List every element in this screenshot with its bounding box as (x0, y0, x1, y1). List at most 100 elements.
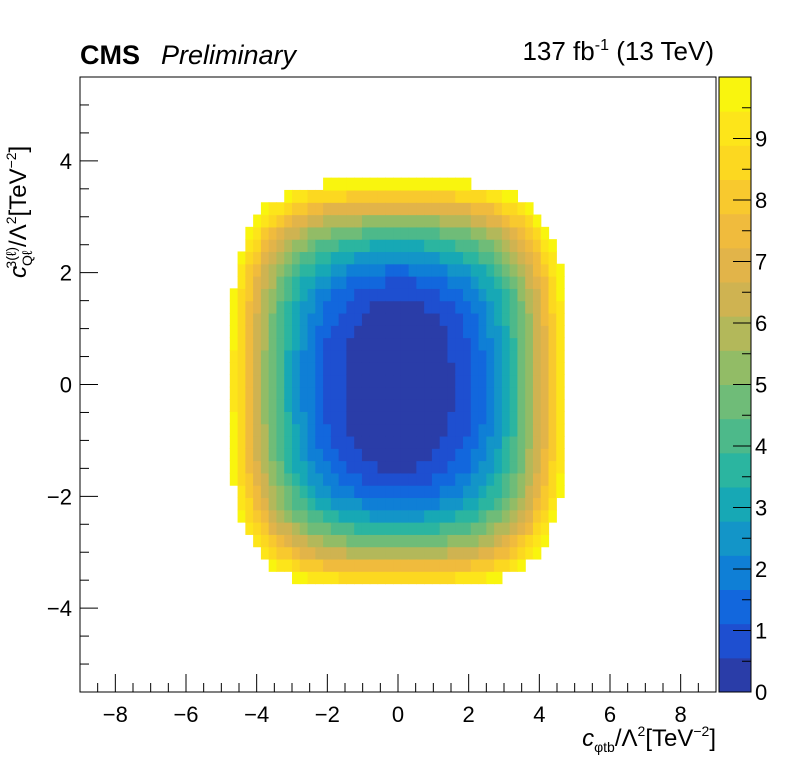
heatmap-cell (385, 300, 394, 314)
heatmap-cell (338, 251, 348, 265)
heatmap-cell (338, 522, 348, 535)
heatmap-cell (354, 411, 363, 425)
colorbar-tick-label: 1 (755, 619, 767, 644)
heatmap-cell (470, 571, 480, 585)
heatmap-cell (253, 300, 262, 314)
heatmap-cell (338, 558, 348, 572)
heatmap-cell (501, 276, 511, 289)
heatmap-cell (525, 276, 534, 289)
heatmap-cell (424, 460, 433, 474)
heatmap-cell (393, 411, 402, 425)
heatmap-cell (431, 312, 441, 326)
heatmap-cell (517, 349, 526, 363)
heatmap-cell (354, 276, 363, 289)
heatmap-cell (323, 276, 332, 289)
heatmap-cell (486, 362, 495, 376)
heatmap-cell (408, 202, 417, 216)
heatmap-cell (354, 509, 363, 523)
heatmap-cell (393, 263, 402, 277)
heatmap-cell (470, 349, 480, 363)
heatmap-cell (323, 497, 332, 511)
heatmap-cell (424, 571, 433, 585)
x-tick-label: −8 (103, 702, 128, 727)
heatmap-cell (463, 374, 472, 388)
heatmap-cell (377, 522, 386, 535)
heatmap-cell (299, 362, 309, 376)
heatmap-cell (369, 497, 379, 511)
heatmap-cell (229, 374, 239, 388)
heatmap-cell (276, 263, 285, 277)
heatmap-cell (400, 472, 410, 486)
heatmap-cell (292, 263, 301, 277)
heatmap-cell (447, 546, 456, 560)
heatmap-cell (517, 411, 526, 425)
heatmap-cell (299, 411, 309, 425)
heatmap-cell (532, 386, 542, 400)
heatmap-cell (494, 497, 503, 511)
heatmap-cell (509, 497, 519, 511)
heatmap-cell (447, 226, 456, 240)
heatmap-cell (354, 349, 363, 363)
heatmap-cell (260, 300, 270, 314)
heatmap-cell (323, 239, 332, 253)
heatmap-cell (361, 312, 371, 326)
heatmap-cell (299, 522, 309, 535)
heatmap-cell (276, 546, 285, 560)
heatmap-cell (385, 349, 394, 363)
heatmap-cell (431, 349, 441, 363)
heatmap-cell (307, 337, 316, 351)
heatmap-cell (229, 411, 239, 425)
heatmap-cell (260, 374, 270, 388)
heatmap-cell (509, 435, 519, 449)
heatmap-cell (268, 325, 278, 339)
heatmap-cell (237, 362, 246, 376)
heatmap-cell (408, 300, 417, 314)
heatmap-cell (416, 448, 425, 462)
heatmap-cell (540, 239, 550, 253)
heatmap-cell (463, 472, 472, 486)
heatmap-cell (315, 300, 324, 314)
heatmap-cell (501, 362, 511, 376)
heatmap-cell (486, 448, 495, 462)
heatmap-cell (470, 276, 480, 289)
heatmap-cell (354, 325, 363, 339)
heatmap-cell (292, 362, 301, 376)
heatmap-cell (540, 263, 550, 277)
heatmap-cell (439, 571, 449, 585)
heatmap-cell (494, 460, 503, 474)
heatmap-cell (361, 226, 371, 240)
heatmap-cell (346, 386, 355, 400)
heatmap-cell (299, 325, 309, 339)
heatmap-cell (307, 263, 316, 277)
heatmap-cell (463, 239, 472, 253)
heatmap-cell (447, 288, 456, 302)
heatmap-cell (268, 214, 278, 228)
heatmap-cell (338, 349, 348, 363)
heatmap-cell (548, 485, 557, 499)
heatmap-cell (408, 386, 417, 400)
heatmap-cell (315, 423, 324, 437)
heatmap-cell (276, 276, 285, 289)
heatmap-cell (431, 423, 441, 437)
heatmap-cell (532, 337, 542, 351)
heatmap-cell (346, 423, 355, 437)
x-axis-ticks: −8 −6 −4 −2 0 2 4 6 8 (79, 674, 717, 727)
heatmap-cell (307, 214, 316, 228)
heatmap-cell (237, 288, 246, 302)
heatmap-cell (540, 300, 550, 314)
heatmap-cell (323, 411, 332, 425)
heatmap-cell (385, 177, 394, 191)
heatmap-cell (361, 239, 371, 253)
heatmap-cell (276, 362, 285, 376)
heatmap-cell (323, 423, 332, 437)
heatmap-cell (253, 349, 262, 363)
heatmap-cell (385, 485, 394, 499)
heatmap-cell (385, 288, 394, 302)
heatmap-cell (439, 337, 449, 351)
heatmap-cell (532, 312, 542, 326)
heatmap-cell (377, 411, 386, 425)
heatmap-cell (501, 509, 511, 523)
heatmap-cell (525, 386, 534, 400)
heatmap-cell (463, 300, 472, 314)
heatmap-cell (532, 411, 542, 425)
